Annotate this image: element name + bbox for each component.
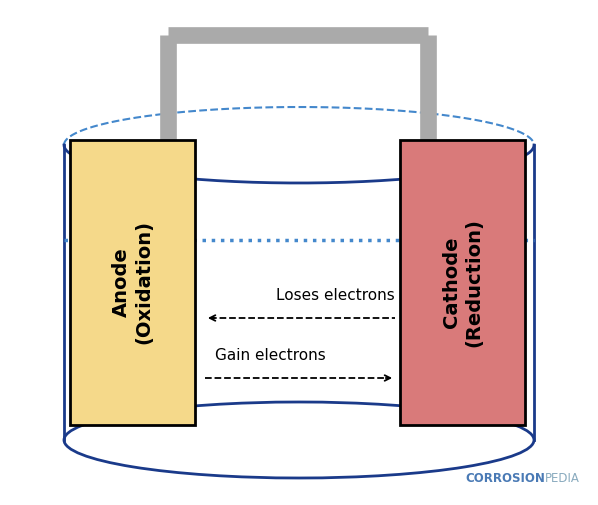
- Bar: [70, 140, 195, 425]
- Text: Loses electrons: Loses electrons: [276, 287, 395, 302]
- Text: PEDIA: PEDIA: [545, 472, 580, 484]
- Bar: [400, 140, 525, 425]
- Text: CORROSION: CORROSION: [465, 472, 545, 484]
- Text: Cathode
(Reduction): Cathode (Reduction): [442, 218, 483, 347]
- Text: Anode
(Oxidation): Anode (Oxidation): [112, 221, 153, 344]
- Text: Gain electrons: Gain electrons: [215, 347, 326, 363]
